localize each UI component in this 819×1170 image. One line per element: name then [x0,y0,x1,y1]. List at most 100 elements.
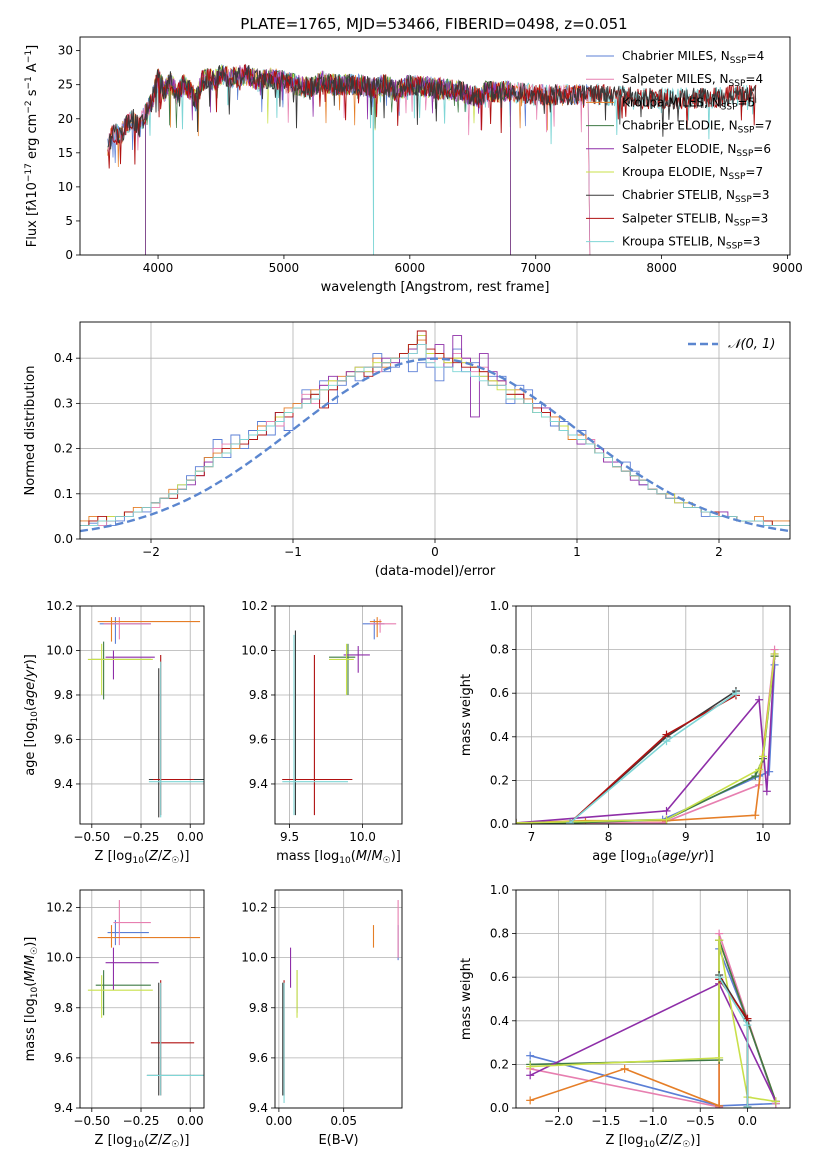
tick-label: 0.2 [54,442,73,456]
tick-label: 0.0 [738,1114,757,1128]
tick-label: 0.2 [490,773,509,787]
tick-label: 10.0 [46,643,73,657]
tick-label: 0.2 [490,1057,509,1071]
tick-label: 7000 [520,261,551,275]
normal-curve [80,357,790,533]
legend-label: Kroupa STELIB, NSSP=3 [622,235,760,252]
weight-line [516,649,776,824]
histogram-lines [80,330,790,533]
legend: Chabrier MILES, NSSP=4 Salpeter MILES, NS… [586,49,772,252]
legend-value: =3 [743,235,761,249]
tick-label: 7 [528,830,536,844]
tick-label: 0.4 [490,730,509,744]
figure-title: PLATE=1765, MJD=53466, FIBERID=0498, z=0… [240,15,627,33]
tick-label: 0.3 [54,396,73,410]
legend-subscript: SSP [729,79,746,89]
legend-label: Salpeter STELIB, NSSP=3 [622,211,768,228]
tick-label: 15 [58,146,73,160]
tick-label: 0.4 [54,351,73,365]
tick-label: 0.1 [54,487,73,501]
tick-label: 1.0 [490,599,509,613]
axes-massweight-vs-age: 7 8 9 10 0.0 0.2 0.4 0.6 0.8 1.0 [490,599,790,844]
x-axis-label: E(B-V) [318,1133,358,1148]
tick-label: 10.2 [46,901,73,915]
spectrum-lines [107,63,757,255]
tick-label: 0.6 [490,970,509,984]
tick-label: 2 [715,545,723,559]
tick-label: 0 [431,545,439,559]
axes-age-vs-Z: −0.50 −0.25 0.00 9.4 9.6 9.8 10.0 10.2 [46,599,204,844]
tick-label: 9.4 [249,1101,268,1115]
tick-label: 8000 [646,261,677,275]
x-axis-label: Z [log10(Z/Z☉)] [95,1133,190,1150]
axes-age-vs-mass: 9.5 10.0 9.4 9.6 9.8 10.0 10.2 [241,599,402,844]
weight-line [516,653,776,824]
tick-label: −0.5 [686,1114,715,1128]
tick-label: 0.8 [490,643,509,657]
tick-label: −2 [142,545,160,559]
tick-label: −2.0 [544,1114,573,1128]
tick-label: 9.4 [249,777,268,791]
y-axis-label: age [log10(age/yr)] [23,654,40,776]
legend-value: =7 [754,119,772,133]
tick-label: 10 [58,180,73,194]
tick-label: 9.4 [54,1101,73,1115]
legend-value: =3 [751,211,769,225]
tick-label: 0.0 [490,1101,509,1115]
legend-label: 𝒩(0, 1) [728,337,775,352]
legend-value: =7 [745,165,763,179]
errorbar-group [87,617,204,818]
tick-label: 9.6 [54,732,73,746]
legend-subscript: SSP [726,242,743,252]
x-axis-label: (data-model)/error [375,564,496,579]
histogram-line [80,344,790,526]
tick-label: 1.0 [490,883,509,897]
axes-frame [79,889,205,1109]
tick-label: −1.5 [591,1114,620,1128]
tick-label: −0.25 [123,1114,160,1128]
tick-label: 20 [58,112,73,126]
weight-line [516,656,776,824]
x-axis-label: Z [log10(Z/Z☉)] [606,1133,701,1150]
legend-label: Salpeter ELODIE, NSSP=6 [622,142,771,159]
tick-label: 25 [58,78,73,92]
tick-label: 0.6 [490,686,509,700]
legend-value: =4 [745,72,763,86]
tick-label: 6000 [395,261,426,275]
legend-subscript: SSP [735,195,752,205]
axes-frame [79,321,791,540]
tick-label: 9.6 [249,1051,268,1065]
tick-label: 10.0 [241,643,268,657]
errorbar-group [87,900,204,1096]
axes-frame [515,605,791,825]
weight-line [516,656,776,824]
tick-label: 0 [65,248,73,262]
axes-spectrum: 4000 5000 6000 7000 8000 9000 0 5 10 15 20 25 30 [58,44,803,275]
axes-frame [274,889,403,1109]
x-axis-label: age [log10(age/yr)] [592,849,714,866]
y-axis-label: mass [log10(M/M☉)] [23,937,40,1062]
legend-value: =5 [738,95,756,109]
legend-label: Chabrier MILES, NSSP=4 [622,49,764,66]
tick-label: 0.4 [490,1014,509,1028]
tick-label: 9.6 [54,1051,73,1065]
legend-subscript: SSP [721,102,738,112]
tick-label: 5000 [269,261,300,275]
weight-line [516,653,776,824]
axes-frame [274,605,403,825]
tick-label: 9.4 [54,777,73,791]
weight-line [718,974,749,1107]
spectrum-line [107,64,757,150]
tick-label: 10.2 [46,599,73,613]
tick-label: 10.2 [241,901,268,915]
x-axis-label: Z [log10(Z/Z☉)] [95,849,190,866]
legend-value: =4 [747,49,765,63]
tick-label: −0.50 [73,830,110,844]
x-axis-label: mass [log10(M/M☉)] [276,849,401,866]
legend-subscript: SSP [738,126,755,136]
tick-label: 9.8 [54,1001,73,1015]
x-axis-label: wavelength [Angstrom, rest frame] [321,280,550,295]
axes-frame [515,889,791,1109]
tick-label: −0.50 [73,1114,110,1128]
